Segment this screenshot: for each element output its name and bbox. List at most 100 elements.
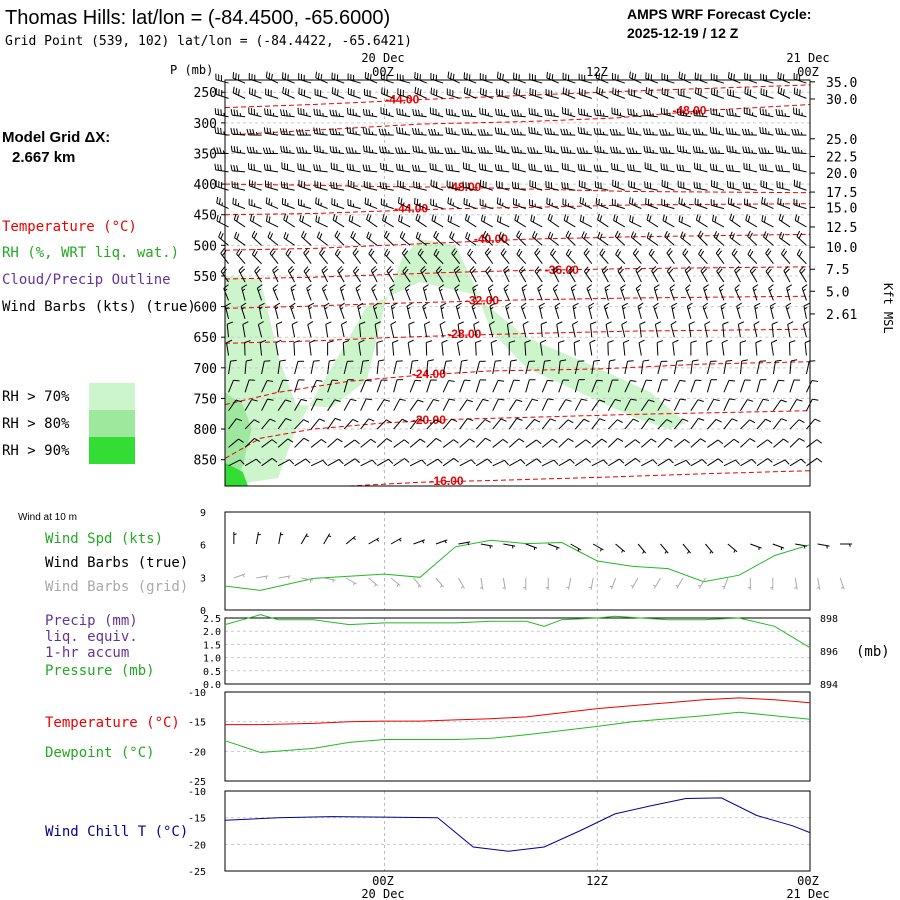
barb-full (295, 129, 299, 136)
barb-full (564, 182, 566, 189)
barb-full (580, 108, 583, 115)
barb-half (719, 288, 723, 292)
upper-wind-barb (277, 438, 294, 448)
barb-full (713, 199, 715, 206)
upper-wind-barb (506, 321, 514, 338)
barb-full (684, 439, 690, 444)
barb-staff (496, 150, 510, 154)
barb-staff (457, 577, 465, 589)
barb-full (498, 231, 502, 238)
upper-wind-barb (659, 146, 675, 154)
barb-staff (314, 94, 328, 99)
barb-staff (589, 324, 593, 338)
legend-temperature: Temperature (°C) (2, 219, 137, 235)
barb-full (453, 457, 459, 463)
upper-wind-barb (296, 146, 312, 154)
barb-staff (334, 253, 345, 265)
upper-wind-barb (303, 247, 312, 264)
barb-full (715, 232, 720, 239)
surface-wind-barb-grid (675, 577, 684, 589)
panel-tick-label: 9 (200, 508, 206, 519)
barb-staff (723, 577, 729, 590)
barb-full (305, 268, 310, 274)
barb-staff (360, 398, 367, 411)
upper-wind-barb (671, 302, 678, 319)
barb-staff (624, 361, 629, 375)
barb-staff (298, 168, 312, 173)
barb-full (316, 379, 323, 382)
barb-half (800, 131, 803, 136)
barb-full (364, 71, 367, 79)
barb-staff (331, 187, 345, 191)
barb-full (767, 268, 772, 275)
upper-wind-barb (721, 339, 728, 356)
upper-wind-barb (280, 109, 295, 118)
barb-full (352, 266, 358, 272)
barb-half (584, 202, 587, 206)
barb-staff (794, 93, 807, 99)
barb-full (281, 198, 284, 205)
barb-staff (315, 221, 328, 228)
barb-full (638, 339, 645, 344)
barb-full (280, 109, 283, 116)
barb-half (470, 131, 473, 135)
barb-staff (777, 186, 791, 191)
barb-full (601, 438, 608, 443)
barb-full (336, 232, 341, 239)
barb-staff (423, 324, 428, 338)
barb-full (798, 419, 805, 423)
barb-staff (508, 418, 518, 430)
upper-wind-barb (614, 230, 626, 246)
barb-staff (364, 114, 378, 118)
barb-staff (744, 168, 758, 173)
barb-staff (750, 543, 762, 549)
barb-staff (516, 253, 527, 265)
barb-full (647, 199, 650, 206)
barb-staff (490, 342, 494, 356)
barb-full (349, 108, 352, 115)
barb-full (362, 359, 370, 362)
barb-full (568, 266, 574, 272)
upper-wind-barb (726, 108, 741, 118)
barb-full (593, 109, 596, 116)
upper-wind-barb (793, 198, 807, 210)
upper-wind-barb (409, 459, 427, 467)
barb-full (775, 359, 782, 362)
barb-full (400, 147, 404, 154)
barb-half (769, 288, 773, 292)
barb-staff (537, 288, 543, 301)
upper-wind-barb (244, 419, 260, 430)
barb-full (662, 146, 665, 154)
upper-wind-barb (785, 302, 792, 319)
upper-wind-barb (297, 107, 312, 118)
barb-staff (595, 170, 609, 173)
barb-full (412, 145, 415, 152)
barb-full (235, 73, 237, 80)
barb-full (799, 89, 801, 96)
upper-wind-barb (756, 439, 773, 448)
barb-staff (628, 113, 642, 118)
barb-staff (661, 152, 675, 154)
barb-full (762, 74, 765, 81)
upper-wind-barb (777, 72, 791, 84)
barb-staff (475, 399, 484, 411)
upper-wind-barb (593, 109, 609, 118)
barb-half (718, 131, 721, 135)
barb-full (763, 181, 765, 188)
surface-wind-barb-true (503, 543, 516, 549)
barb-half (460, 585, 464, 589)
barb-full (214, 126, 217, 134)
upper-wind-barb (409, 399, 424, 411)
upper-wind-barb (409, 379, 422, 393)
barb-full (371, 459, 377, 465)
upper-wind-barb (279, 128, 295, 136)
barb-staff (648, 253, 659, 265)
upper-wind-barb (495, 145, 510, 154)
barb-full (696, 182, 698, 189)
barb-half (454, 131, 456, 135)
upper-wind-barb (698, 248, 708, 265)
upper-wind-barb (294, 458, 311, 467)
upper-wind-barb (327, 438, 343, 448)
upper-wind-barb (802, 321, 809, 338)
upper-wind-barb (264, 108, 279, 118)
